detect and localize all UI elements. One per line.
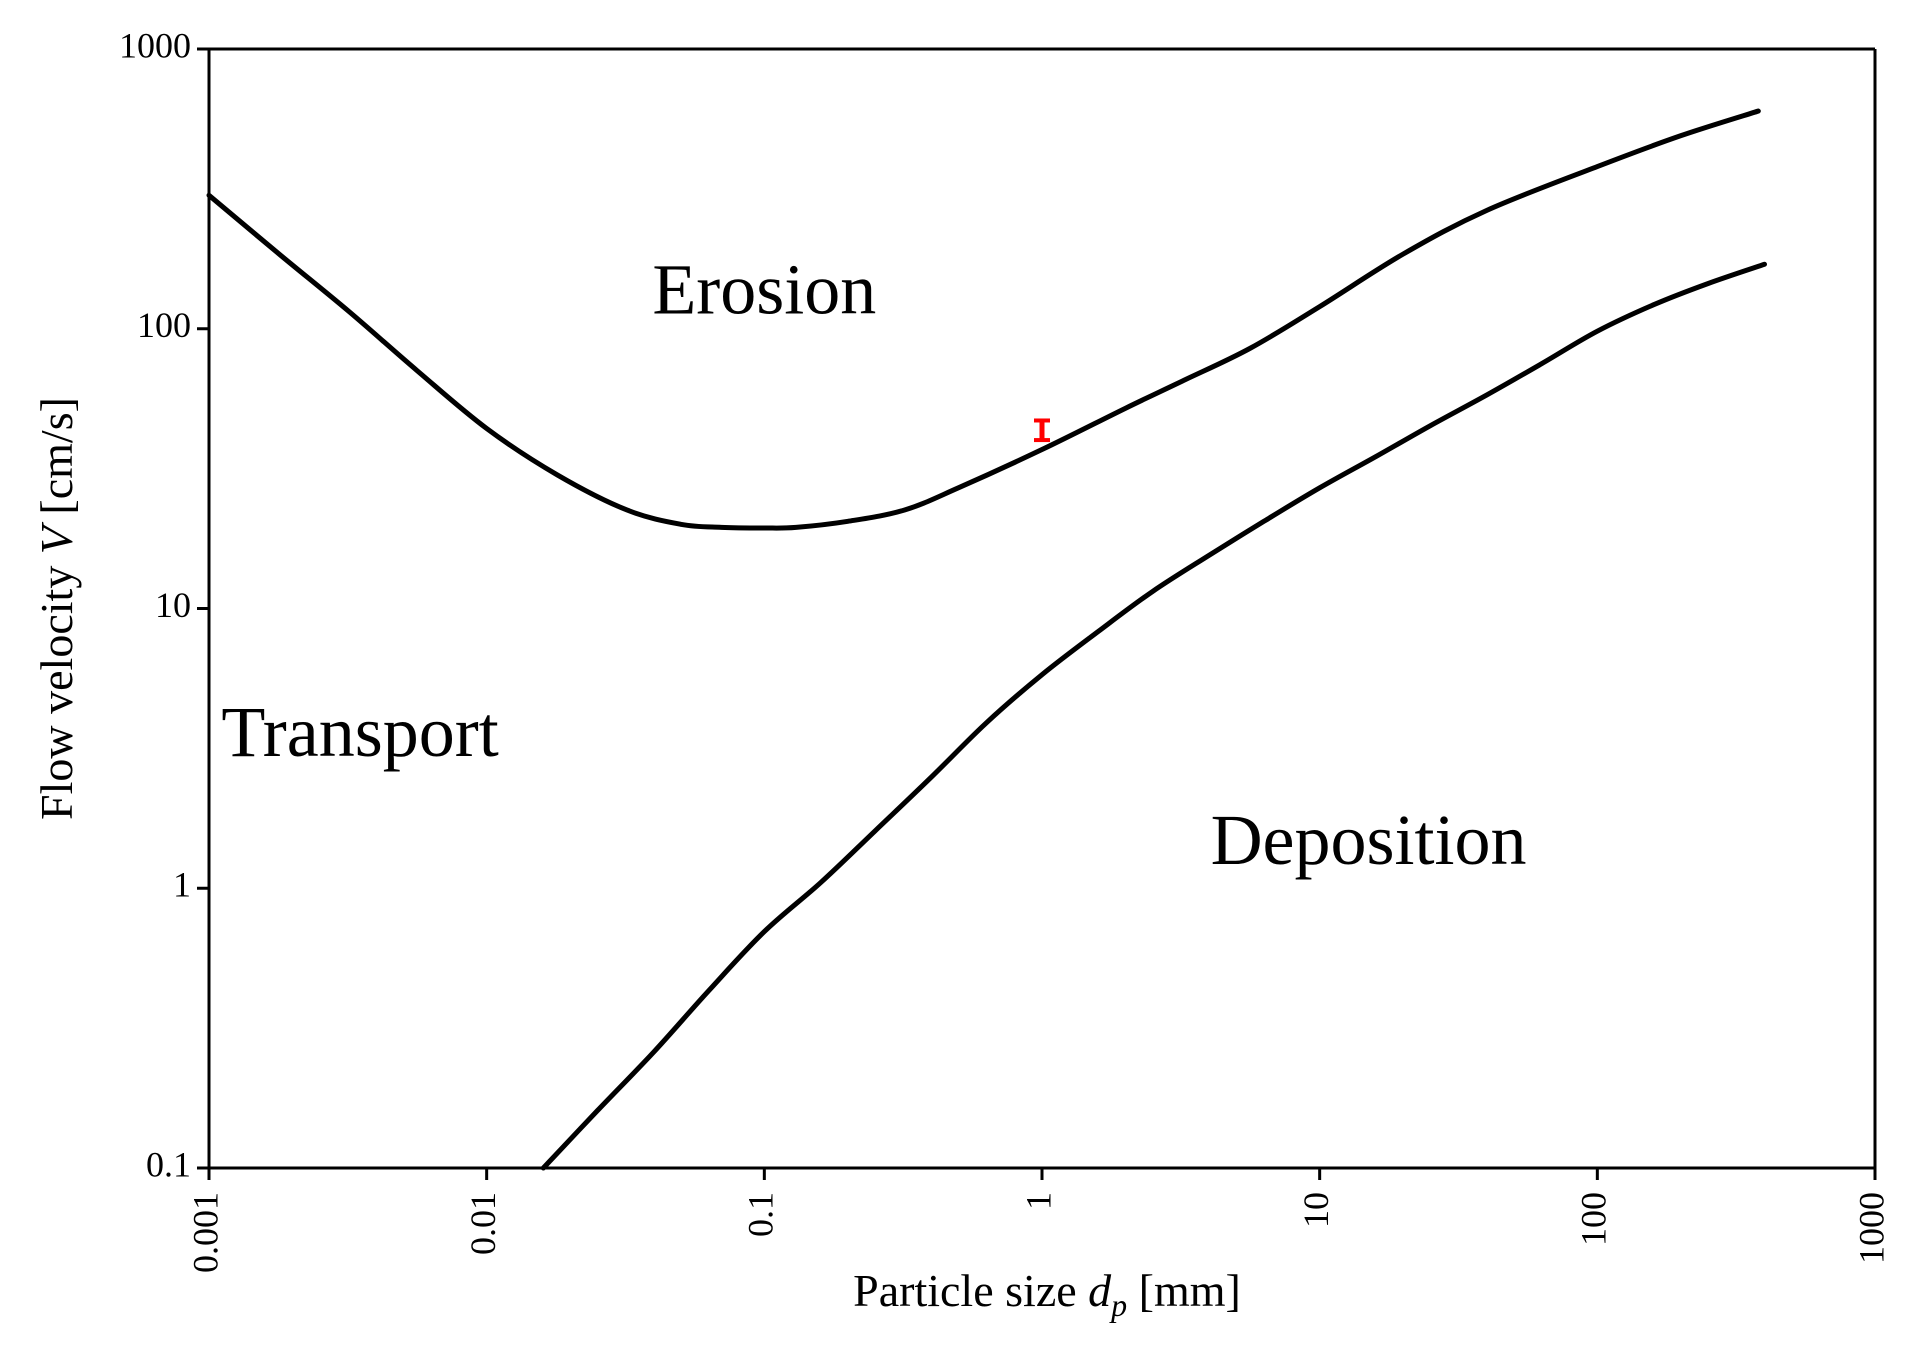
x-axis-title-symbol: d	[1088, 1265, 1112, 1316]
x-tick-label: 10	[1296, 1192, 1336, 1228]
curves-layer	[206, 108, 1768, 1171]
x-tick-label: 0.1	[741, 1192, 781, 1237]
x-tick-label: 0.01	[463, 1192, 503, 1255]
y-axis-ticks: 0.1 1 10 100 1000	[119, 25, 209, 1184]
series-line-2	[540, 261, 1768, 1171]
error-bar-1	[1034, 418, 1050, 443]
x-axis-ticks: 0.001 0.01 0.1 1 10 100 1000	[185, 1168, 1891, 1273]
y-tick-label: 1000	[119, 25, 191, 65]
y-tick-label: 10	[155, 585, 191, 625]
x-tick-label: 1000	[1851, 1192, 1891, 1264]
y-axis-title-symbol: V	[31, 521, 82, 554]
region-label-deposition: Deposition	[1211, 800, 1527, 880]
series-line-1	[206, 108, 1761, 531]
region-labels: Erosion Transport Deposition	[221, 249, 1526, 880]
x-axis-title-subscript: p	[1109, 1287, 1127, 1323]
y-tick-label: 100	[137, 305, 191, 345]
x-tick-label: 1	[1018, 1192, 1058, 1210]
x-tick-label: 0.001	[185, 1192, 225, 1273]
region-label-transport: Transport	[221, 692, 498, 772]
region-label-erosion: Erosion	[652, 249, 876, 329]
y-tick-label: 0.1	[146, 1144, 191, 1184]
y-tick-label: 1	[173, 865, 191, 905]
errorbar-layer	[1034, 418, 1050, 443]
x-axis-title-suffix: [mm]	[1127, 1265, 1241, 1316]
x-axis-title: Particle size dp [mm]	[853, 1265, 1241, 1323]
y-axis-title: Flow velocity V [cm/s]	[31, 397, 82, 820]
y-axis-title-prefix: Flow velocity	[31, 554, 82, 820]
x-axis-title-prefix: Particle size	[853, 1265, 1088, 1316]
y-axis-title-suffix: [cm/s]	[31, 397, 82, 526]
x-tick-label: 100	[1574, 1192, 1614, 1246]
